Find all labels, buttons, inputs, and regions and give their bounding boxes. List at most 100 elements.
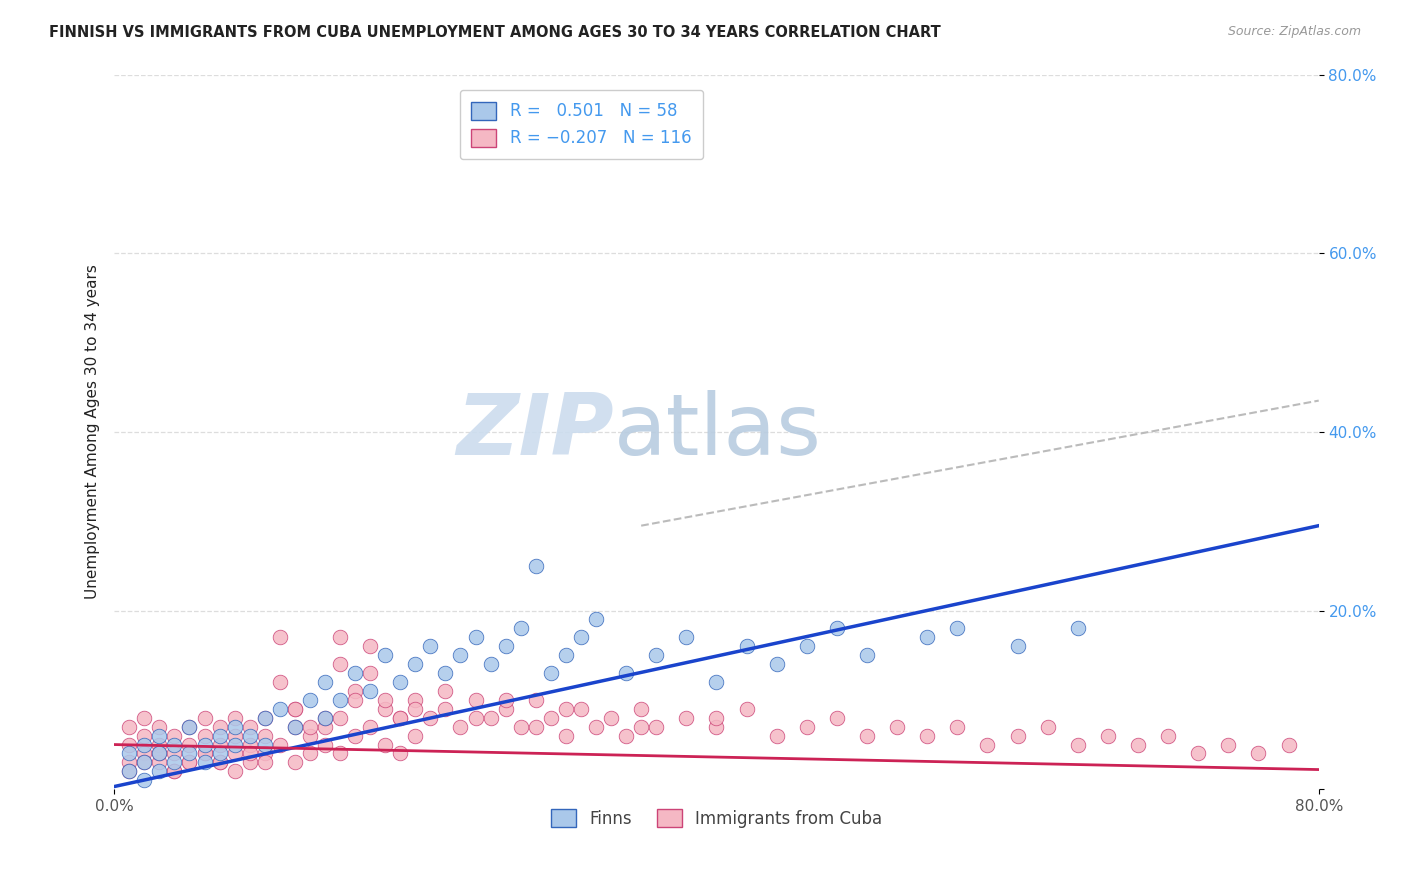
Point xyxy=(706,711,728,725)
Point xyxy=(540,666,562,681)
Text: FINNISH VS IMMIGRANTS FROM CUBA UNEMPLOYMENT AMONG AGES 30 TO 34 YEARS CORRELATI: FINNISH VS IMMIGRANTS FROM CUBA UNEMPLOY… xyxy=(49,25,941,40)
Point xyxy=(208,738,231,752)
Point xyxy=(208,747,231,761)
Point xyxy=(253,729,276,743)
Point xyxy=(1036,720,1059,734)
Point xyxy=(179,738,201,752)
Point xyxy=(404,693,426,707)
Point xyxy=(193,756,215,770)
Point xyxy=(208,756,231,770)
Point xyxy=(148,747,170,761)
Point xyxy=(163,738,186,752)
Point xyxy=(645,648,668,663)
Point xyxy=(946,621,969,635)
Point xyxy=(224,738,246,752)
Point xyxy=(706,675,728,690)
Point xyxy=(796,640,818,654)
Point xyxy=(1067,738,1090,752)
Point xyxy=(118,738,141,752)
Point xyxy=(148,764,170,779)
Point xyxy=(1157,729,1180,743)
Text: ZIP: ZIP xyxy=(457,391,614,474)
Point xyxy=(298,720,321,734)
Point xyxy=(329,693,352,707)
Point xyxy=(284,756,307,770)
Text: Source: ZipAtlas.com: Source: ZipAtlas.com xyxy=(1227,25,1361,38)
Point xyxy=(163,764,186,779)
Point xyxy=(118,764,141,779)
Point xyxy=(735,640,758,654)
Point xyxy=(359,666,381,681)
Point xyxy=(163,764,186,779)
Point xyxy=(856,729,879,743)
Point xyxy=(946,720,969,734)
Point xyxy=(630,720,652,734)
Point xyxy=(148,738,170,752)
Point xyxy=(239,720,262,734)
Point xyxy=(208,729,231,743)
Point xyxy=(253,747,276,761)
Point xyxy=(179,720,201,734)
Point xyxy=(1097,729,1119,743)
Point xyxy=(344,729,367,743)
Point xyxy=(359,684,381,698)
Point xyxy=(915,631,938,645)
Point xyxy=(148,720,170,734)
Point xyxy=(284,720,307,734)
Point xyxy=(239,747,262,761)
Point xyxy=(675,711,697,725)
Point xyxy=(614,666,637,681)
Point xyxy=(298,693,321,707)
Point xyxy=(329,711,352,725)
Text: atlas: atlas xyxy=(614,391,823,474)
Point xyxy=(524,693,547,707)
Point xyxy=(524,558,547,573)
Point xyxy=(344,666,367,681)
Point xyxy=(134,756,156,770)
Point xyxy=(614,729,637,743)
Point xyxy=(389,711,412,725)
Point xyxy=(419,640,441,654)
Point xyxy=(585,612,607,626)
Point xyxy=(1247,747,1270,761)
Point xyxy=(915,729,938,743)
Point xyxy=(148,729,170,743)
Point xyxy=(554,729,576,743)
Point xyxy=(118,764,141,779)
Point xyxy=(1067,621,1090,635)
Point xyxy=(374,648,396,663)
Point xyxy=(208,720,231,734)
Point xyxy=(976,738,998,752)
Point xyxy=(765,729,787,743)
Point xyxy=(148,747,170,761)
Point xyxy=(479,711,502,725)
Point xyxy=(359,640,381,654)
Point xyxy=(675,631,697,645)
Point xyxy=(464,711,486,725)
Point xyxy=(796,720,818,734)
Point xyxy=(163,729,186,743)
Point xyxy=(524,720,547,734)
Point xyxy=(1007,640,1029,654)
Point xyxy=(1278,738,1301,752)
Point xyxy=(269,675,291,690)
Point xyxy=(314,738,336,752)
Point xyxy=(434,666,457,681)
Point xyxy=(389,675,412,690)
Point xyxy=(193,747,215,761)
Point xyxy=(495,640,517,654)
Point xyxy=(118,747,141,761)
Point xyxy=(344,693,367,707)
Point xyxy=(314,675,336,690)
Point xyxy=(193,747,215,761)
Point xyxy=(374,693,396,707)
Point xyxy=(404,702,426,716)
Point xyxy=(329,747,352,761)
Point xyxy=(253,738,276,752)
Point xyxy=(569,702,592,716)
Point xyxy=(495,702,517,716)
Point xyxy=(134,729,156,743)
Point xyxy=(134,738,156,752)
Point xyxy=(224,764,246,779)
Point xyxy=(179,756,201,770)
